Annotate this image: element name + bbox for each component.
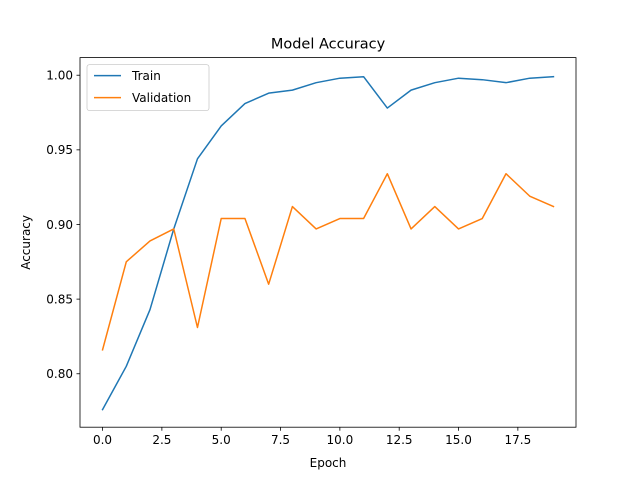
y-tick-label: 0.95 (46, 143, 73, 157)
legend: Train Validation (86, 64, 210, 111)
y-tick-label: 0.80 (46, 367, 73, 381)
x-axis-label: Epoch (310, 456, 347, 470)
axes-frame (79, 57, 577, 428)
x-tick-label: 0.0 (93, 433, 112, 447)
x-tick-label: 17.5 (504, 433, 531, 447)
chart-title: Model Accuracy (271, 37, 386, 53)
plot-area: 0.0 2.5 5.0 7.5 10.0 12.5 15.0 17.5 0.80 0.85 0.90… (46, 57, 577, 447)
x-tick-label: 2.5 (152, 433, 171, 447)
x-tick-label: 12.5 (386, 433, 413, 447)
x-tick-label: 15.0 (445, 433, 472, 447)
y-tick-label: 0.85 (46, 292, 73, 306)
x-tick-label: 10.0 (327, 433, 354, 447)
x-tick-label: 7.5 (271, 433, 290, 447)
legend-label-validation: Validation (132, 91, 191, 105)
series-line-train (101, 75, 555, 411)
y-tick-label: 1.00 (46, 69, 73, 83)
y-tick-label: 0.90 (46, 218, 73, 232)
x-tick-label: 5.0 (212, 433, 231, 447)
legend-label-train: Train (131, 69, 161, 83)
series-line-validation (101, 172, 555, 351)
y-axis-label: Accuracy (19, 215, 33, 270)
